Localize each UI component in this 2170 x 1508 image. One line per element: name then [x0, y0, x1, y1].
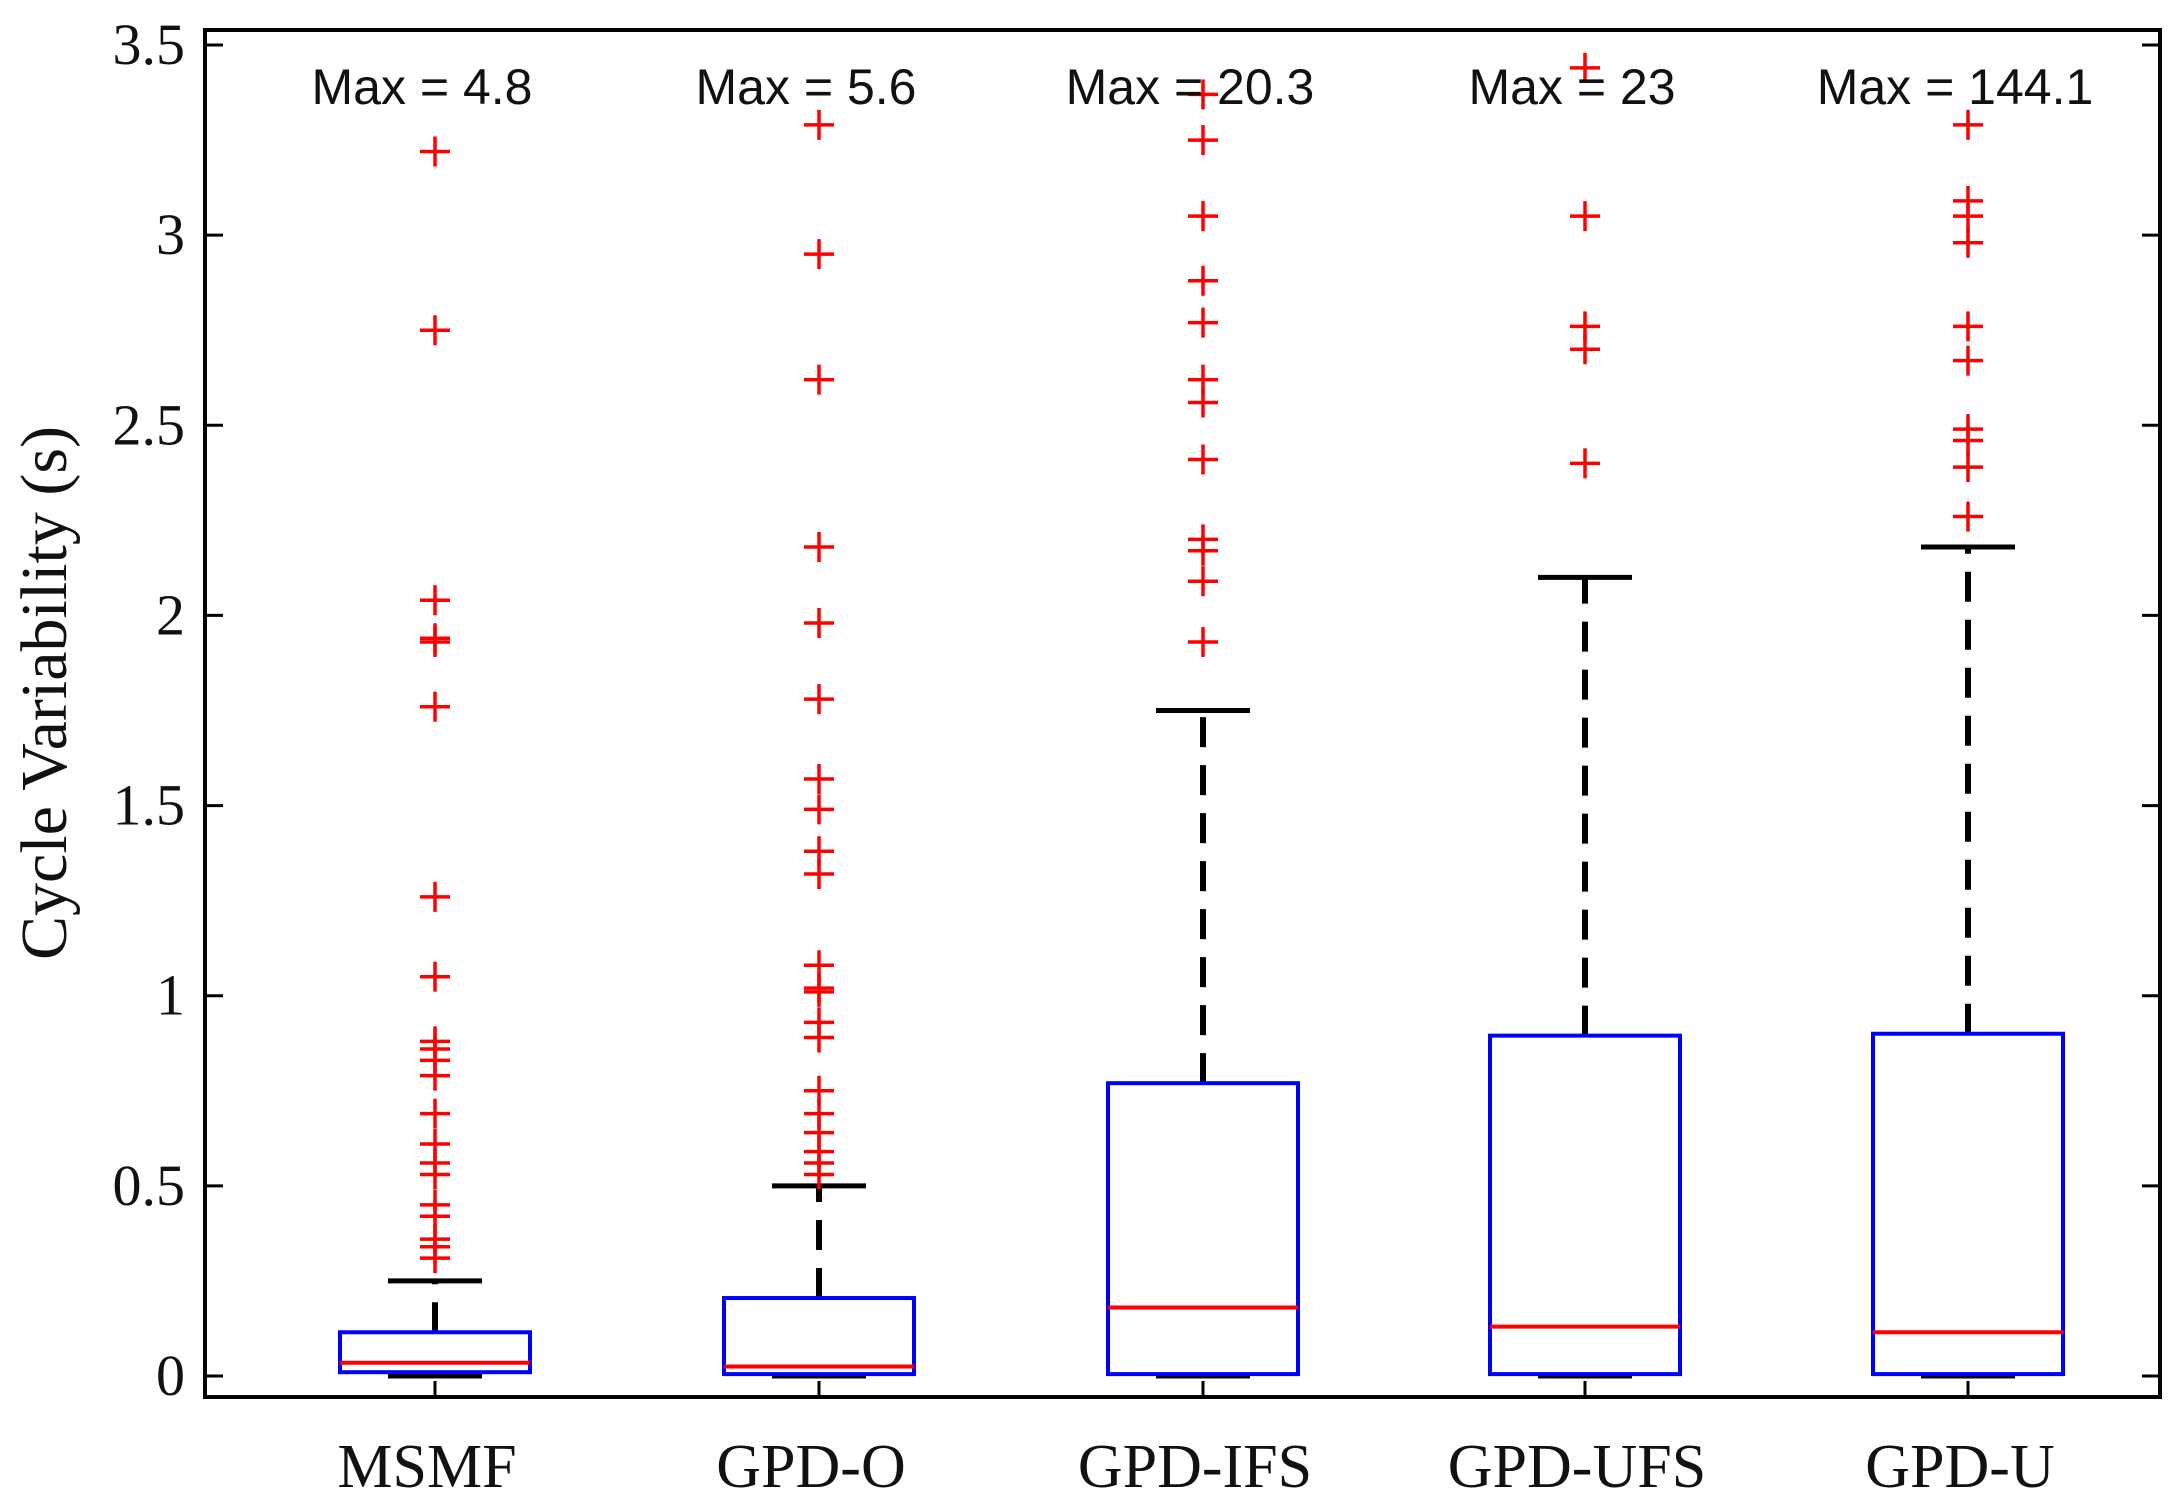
outlier-marker [1953, 345, 1983, 376]
outlier-marker [804, 763, 834, 794]
max-annotation: Max = 5.6 [696, 59, 917, 115]
outlier-marker [1188, 307, 1218, 338]
outlier-marker [804, 1075, 834, 1106]
outlier-marker [420, 1026, 450, 1057]
iqr-box [722, 1296, 916, 1377]
y-tick-label: 2.5 [113, 392, 186, 457]
y-axis-label: Cycle Variability (s) [8, 426, 81, 960]
plot-area-frame [203, 28, 2162, 1399]
outlier-marker [420, 315, 450, 346]
y-tick-label: 0 [156, 1343, 185, 1408]
outlier-marker [420, 1098, 450, 1129]
outlier-marker [804, 836, 834, 867]
outlier-marker [1188, 566, 1218, 597]
outlier-marker [1188, 201, 1218, 232]
outlier-marker [1188, 265, 1218, 296]
x-category-label: MSMF [337, 1433, 516, 1501]
x-category-label: GPD-U [1865, 1433, 2054, 1501]
y-tick-label: 3.5 [113, 12, 186, 77]
y-tick-label: 0.5 [113, 1153, 186, 1218]
outlier-marker [1570, 448, 1600, 479]
outlier-marker [1188, 524, 1218, 555]
box-group-gpd-ifs [1106, 79, 1300, 1397]
outlier-marker [804, 684, 834, 715]
outlier-marker [1188, 444, 1218, 475]
x-category-label: GPD-O [716, 1433, 905, 1501]
outlier-marker [804, 531, 834, 562]
outlier-marker [1953, 501, 1983, 532]
outlier-marker [420, 881, 450, 912]
outlier-marker [420, 961, 450, 992]
box-group-gpd-o [722, 109, 916, 1397]
box-group-gpd-ufs [1488, 52, 1682, 1397]
outlier-marker [1188, 125, 1218, 156]
outlier-marker [1570, 201, 1600, 232]
outlier-marker [804, 608, 834, 639]
outlier-marker [804, 794, 834, 825]
outlier-marker [420, 1129, 450, 1160]
iqr-box [1106, 1081, 1300, 1377]
max-annotation: Max = 23 [1468, 59, 1675, 115]
outlier-marker [804, 109, 834, 140]
y-tick-label: 1.5 [113, 773, 186, 838]
box-group-gpd-u [1871, 109, 2065, 1397]
outlier-marker [1953, 311, 1983, 342]
outlier-marker [1953, 452, 1983, 483]
outlier-marker [804, 239, 834, 270]
outlier-marker [804, 950, 834, 981]
iqr-box [1871, 1031, 2065, 1377]
y-tick-label: 3 [156, 202, 185, 267]
box-group-msmf [338, 136, 532, 1397]
y-tick-label: 1 [156, 963, 185, 1028]
outlier-marker [420, 691, 450, 722]
outlier-marker [420, 1189, 450, 1220]
outlier-marker [1188, 79, 1218, 110]
x-category-label: GPD-IFS [1078, 1433, 1312, 1501]
max-annotation: Max = 4.8 [312, 59, 533, 115]
outlier-marker [804, 1007, 834, 1038]
outlier-marker [1953, 109, 1983, 140]
outlier-marker [420, 585, 450, 616]
x-category-label: GPD-UFS [1448, 1433, 1706, 1501]
max-annotation: Max = 144.1 [1817, 59, 2094, 115]
y-tick-label: 2 [156, 582, 185, 647]
max-annotation: Max = 20.3 [1066, 59, 1315, 115]
outlier-marker [1188, 364, 1218, 395]
iqr-box [1488, 1033, 1682, 1377]
outlier-marker [1953, 227, 1983, 258]
outlier-marker [1953, 185, 1983, 216]
outlier-marker [420, 623, 450, 654]
iqr-box [338, 1330, 532, 1375]
outlier-marker [420, 136, 450, 167]
outlier-marker [1570, 311, 1600, 342]
outlier-marker [1188, 627, 1218, 658]
outlier-marker [1570, 52, 1600, 83]
outlier-marker [804, 364, 834, 395]
outlier-marker [1953, 414, 1983, 445]
